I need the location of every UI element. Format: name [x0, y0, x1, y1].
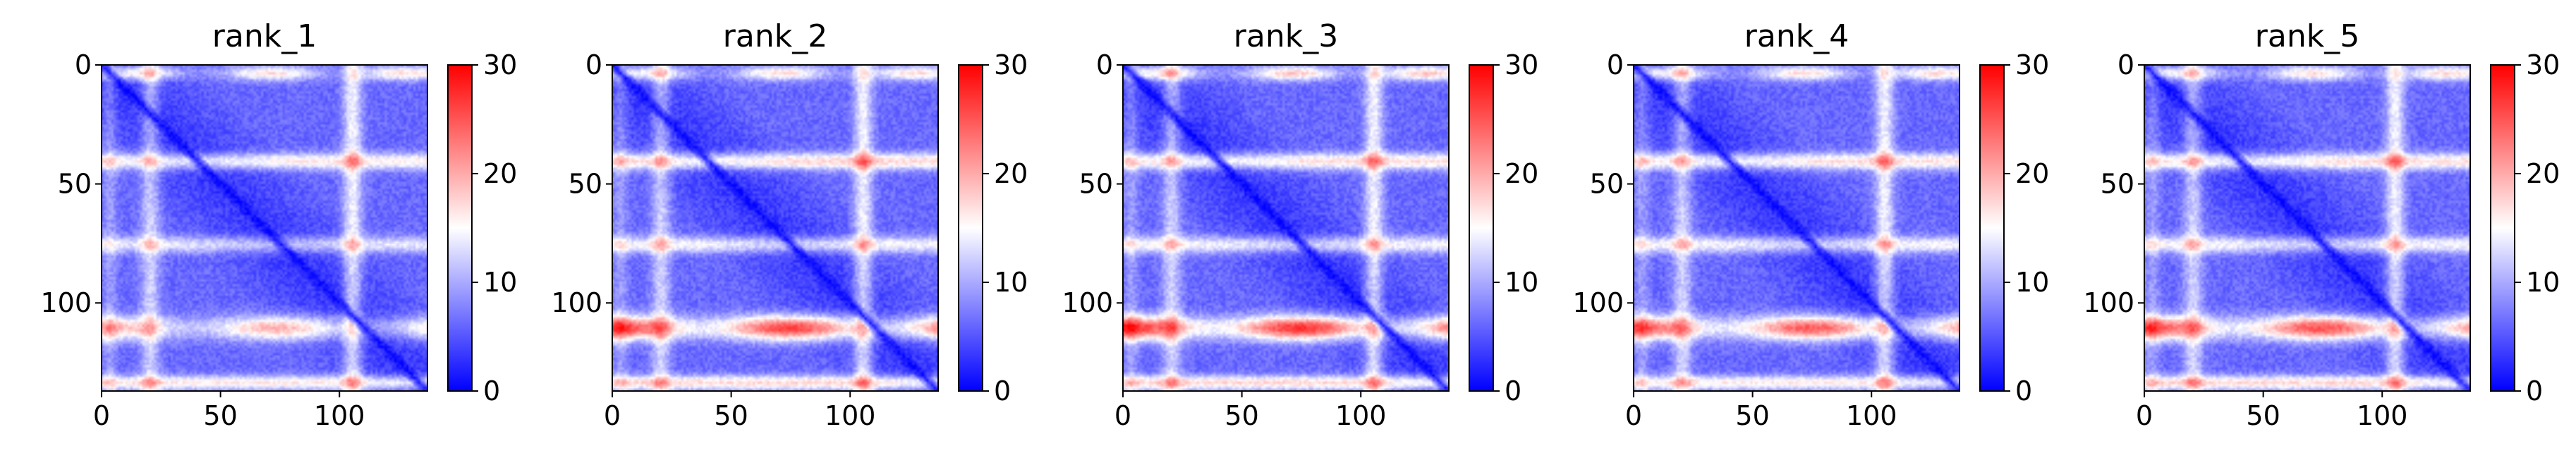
colorbar-tick-label: 10	[483, 267, 517, 298]
colorbar-tick-label: 0	[1505, 375, 1521, 407]
colorbar-tick-label: 20	[483, 158, 517, 189]
x-tick-label: 0	[93, 400, 110, 431]
heatmap-frame	[2144, 64, 2471, 392]
x-tick-label: 100	[2357, 400, 2408, 431]
heatmap-image	[102, 65, 427, 391]
x-tick-label: 0	[2136, 400, 2153, 431]
chart-panel-2: rank_2 0 50 100 0 50 100 0 10 20 30	[551, 18, 1028, 431]
heatmap-frame	[1122, 64, 1450, 392]
x-tick-label: 100	[1846, 400, 1897, 431]
colorbar-tick-label: 0	[994, 375, 1011, 407]
colorbar	[958, 64, 983, 392]
y-tick-label: 100	[2083, 287, 2134, 318]
y-tick-label: 100	[551, 287, 602, 318]
colorbar-tick-label: 0	[483, 375, 500, 407]
colorbar-tick-label: 30	[1505, 49, 1538, 80]
x-tick-label: 0	[604, 400, 621, 431]
heatmap-frame	[1633, 64, 1960, 392]
colorbar	[447, 64, 473, 392]
heatmap-frame	[101, 64, 428, 392]
x-tick-label: 100	[1335, 400, 1387, 431]
y-tick-label: 50	[2101, 169, 2134, 200]
chart-panel-1: rank_1 0 50 100 0 50 100 0 10 20 30	[40, 18, 517, 431]
colorbar-tick-label: 10	[2526, 267, 2560, 298]
chart-panel-5: rank_5 0 50 100 0 50 100 0 10 20 30	[2083, 18, 2560, 431]
colorbar-tick-label: 20	[994, 158, 1028, 189]
heatmap-image	[2144, 65, 2470, 391]
colorbar	[2490, 64, 2515, 392]
heatmap-frame	[612, 64, 939, 392]
x-tick-label: 100	[314, 400, 365, 431]
colorbar	[1469, 64, 1494, 392]
colorbar-tick-label: 20	[2015, 158, 2049, 189]
x-tick-label: 0	[1625, 400, 1642, 431]
y-tick-label: 50	[569, 169, 602, 200]
colorbar-tick-label: 30	[2015, 49, 2049, 80]
colorbar-tick-label: 30	[2526, 49, 2560, 80]
y-tick-label: 50	[1079, 169, 1113, 200]
colorbar-tick-label: 10	[2015, 267, 2049, 298]
colorbar-tick-label: 0	[2015, 375, 2032, 407]
colorbar-tick-label: 20	[2526, 158, 2560, 189]
colorbar-tick-label: 30	[483, 49, 517, 80]
colorbar-tick-label: 10	[994, 267, 1028, 298]
colorbar-tick-label: 0	[2526, 375, 2543, 407]
chart-title: rank_3	[1234, 18, 1338, 54]
heatmap-image	[1123, 65, 1449, 391]
y-tick-label: 50	[58, 169, 92, 200]
chart-title: rank_4	[1744, 18, 1849, 54]
x-tick-label: 100	[825, 400, 876, 431]
chart-panel-3: rank_3 0 50 100 0 50 100 0 10 20 30	[1062, 18, 1538, 431]
x-tick-label: 50	[203, 400, 237, 431]
x-tick-label: 50	[1225, 400, 1258, 431]
x-tick-label: 50	[714, 400, 748, 431]
heatmap-image	[612, 65, 938, 391]
y-tick-label: 0	[585, 49, 602, 80]
y-tick-label: 0	[2118, 49, 2134, 80]
y-tick-label: 100	[1572, 287, 1624, 318]
y-tick-label: 0	[1096, 49, 1113, 80]
chart-title: rank_1	[212, 18, 317, 54]
chart-title: rank_5	[2255, 18, 2359, 54]
colorbar	[1979, 64, 2005, 392]
colorbar-tick-label: 30	[994, 49, 1028, 80]
y-tick-label: 100	[1062, 287, 1113, 318]
chart-title: rank_2	[723, 18, 827, 54]
y-tick-label: 100	[40, 287, 92, 318]
chart-panel-4: rank_4 0 50 100 0 50 100 0 10 20 30	[1572, 18, 2049, 431]
y-tick-label: 0	[75, 49, 92, 80]
x-tick-label: 50	[2246, 400, 2280, 431]
colorbar-tick-label: 10	[1505, 267, 1538, 298]
x-tick-label: 0	[1114, 400, 1131, 431]
heatmap-image	[1634, 65, 1960, 391]
x-tick-label: 50	[1735, 400, 1769, 431]
colorbar-tick-label: 20	[1505, 158, 1538, 189]
y-tick-label: 50	[1590, 169, 1624, 200]
y-tick-label: 0	[1607, 49, 1624, 80]
